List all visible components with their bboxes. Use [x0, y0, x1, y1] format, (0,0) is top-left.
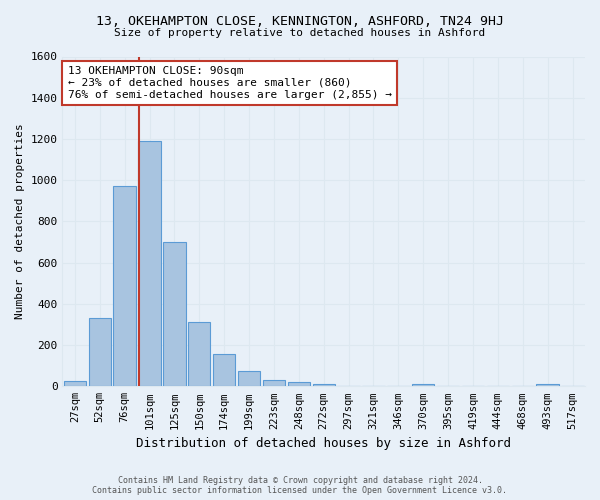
Bar	[536, 384, 559, 386]
Text: 13, OKEHAMPTON CLOSE, KENNINGTON, ASHFORD, TN24 9HJ: 13, OKEHAMPTON CLOSE, KENNINGTON, ASHFOR…	[96, 15, 504, 28]
Text: 13 OKEHAMPTON CLOSE: 90sqm
← 23% of detached houses are smaller (860)
76% of sem: 13 OKEHAMPTON CLOSE: 90sqm ← 23% of deta…	[68, 66, 392, 100]
Text: Size of property relative to detached houses in Ashford: Size of property relative to detached ho…	[115, 28, 485, 38]
Bar	[238, 371, 260, 386]
Bar	[139, 141, 161, 386]
Bar	[64, 381, 86, 386]
Text: Contains HM Land Registry data © Crown copyright and database right 2024.
Contai: Contains HM Land Registry data © Crown c…	[92, 476, 508, 495]
Bar	[163, 242, 185, 386]
X-axis label: Distribution of detached houses by size in Ashford: Distribution of detached houses by size …	[136, 437, 511, 450]
Bar	[89, 318, 111, 386]
Bar	[188, 322, 211, 386]
Y-axis label: Number of detached properties: Number of detached properties	[15, 124, 25, 320]
Bar	[412, 384, 434, 386]
Bar	[313, 384, 335, 386]
Bar	[113, 186, 136, 386]
Bar	[287, 382, 310, 386]
Bar	[213, 354, 235, 386]
Bar	[263, 380, 285, 386]
